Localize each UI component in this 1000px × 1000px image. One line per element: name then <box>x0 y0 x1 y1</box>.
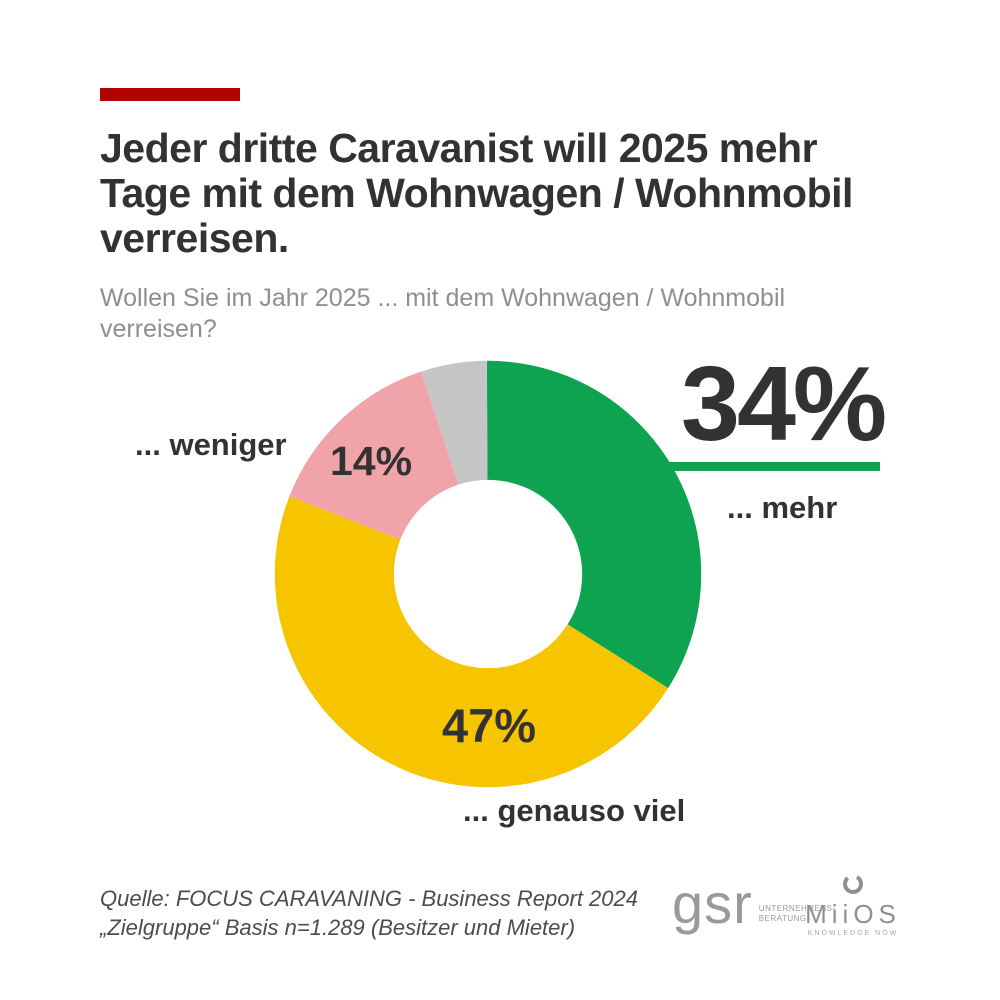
source-line-1: Quelle: FOCUS CARAVANING - Business Repo… <box>100 886 638 911</box>
percent-mehr-callout: 34% <box>681 345 887 463</box>
miios-logo-subtext: KNOWLEDGE NOW <box>807 930 899 937</box>
percent-weniger: 14% <box>330 438 413 484</box>
miios-logo-icon <box>843 874 863 894</box>
source-note: Quelle: FOCUS CARAVANING - Business Repo… <box>100 884 638 942</box>
gsr-logo-subtext: UNTERNEHMENS- BERATUNG. <box>758 904 836 923</box>
miios-logo-text: MiiOS <box>805 899 901 929</box>
donut-segment-0 <box>274 360 702 788</box>
donut-segment-1 <box>274 360 702 788</box>
donut-chart-container <box>270 356 706 792</box>
donut-chart <box>274 360 702 788</box>
accent-bar <box>100 88 240 101</box>
subtitle-line-1: Wollen Sie im Jahr 2025 ... mit dem Wohn… <box>100 284 786 312</box>
source-line-2: „Zielgruppe“ Basis n=1.289 (Besitzer und… <box>100 915 576 940</box>
miios-logo: MiiOS KNOWLEDGE NOW <box>798 872 908 937</box>
title-line-1: Jeder dritte Caravanist will 2025 mehr <box>100 125 818 171</box>
gsr-logo-text: gsr <box>672 872 753 935</box>
title-line-3: verreisen. <box>100 215 289 261</box>
subtitle-line-2: verreisen? <box>100 315 217 343</box>
title-line-2: Tage mit dem Wohnwagen / Wohnmobil <box>100 170 853 216</box>
label-weniger: ... weniger <box>135 427 287 462</box>
label-mehr: ... mehr <box>727 490 838 525</box>
chart-question-subtitle: Wollen Sie im Jahr 2025 ... mit dem Wohn… <box>100 283 860 345</box>
page-title: Jeder dritte Caravanist will 2025 mehr T… <box>100 126 940 261</box>
callout-underline <box>660 462 880 471</box>
percent-genauso-viel: 47% <box>442 699 537 752</box>
gsr-logo: gsr UNTERNEHMENS- BERATUNG. <box>672 876 836 932</box>
label-genauso-viel: ... genauso viel <box>463 793 686 828</box>
